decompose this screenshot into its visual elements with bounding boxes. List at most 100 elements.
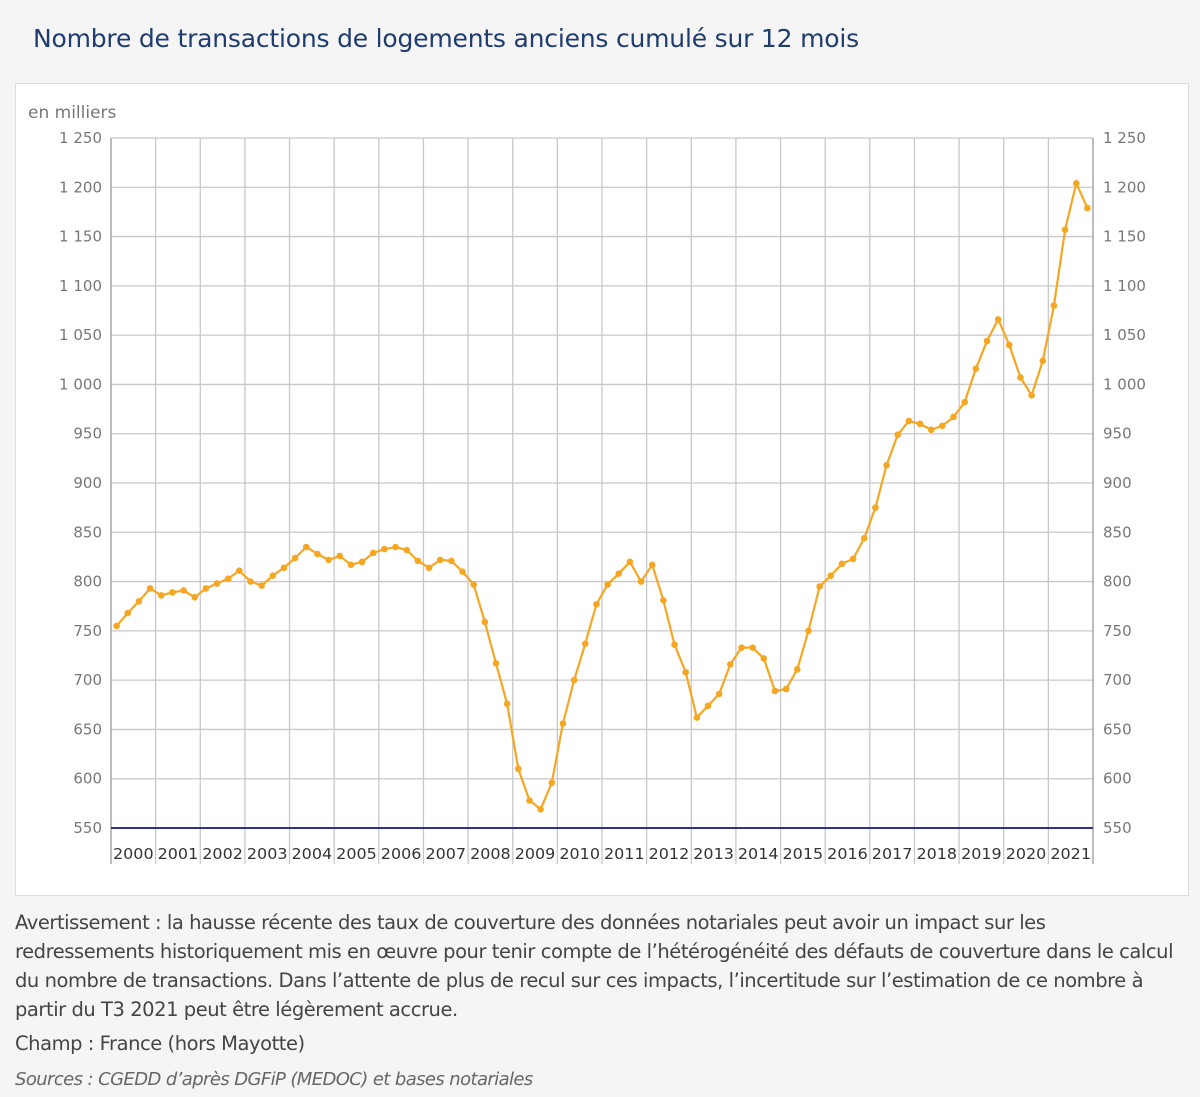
data-point[interactable] xyxy=(793,666,801,673)
data-point[interactable] xyxy=(715,690,723,698)
data-point[interactable] xyxy=(827,572,835,579)
data-point[interactable] xyxy=(236,567,243,575)
data-point[interactable] xyxy=(927,426,935,434)
y-tick-right: 750 xyxy=(1103,622,1132,640)
data-point[interactable] xyxy=(381,545,388,553)
data-point[interactable] xyxy=(169,589,176,596)
y-tick-left: 800 xyxy=(73,573,102,591)
data-point[interactable] xyxy=(771,687,779,695)
data-point[interactable] xyxy=(1084,204,1091,212)
x-tick-label: 2006 xyxy=(381,845,422,863)
data-point[interactable] xyxy=(436,556,444,564)
data-point[interactable] xyxy=(1061,226,1069,233)
data-point[interactable] xyxy=(247,578,254,585)
data-point[interactable] xyxy=(983,337,991,345)
data-point[interactable] xyxy=(660,597,667,604)
data-point[interactable] xyxy=(905,417,913,425)
data-point[interactable] xyxy=(157,592,165,599)
data-point[interactable] xyxy=(782,685,790,693)
data-point[interactable] xyxy=(849,555,857,563)
data-point[interactable] xyxy=(559,720,567,727)
data-point[interactable] xyxy=(403,546,411,554)
data-point[interactable] xyxy=(626,558,634,566)
data-point[interactable] xyxy=(369,549,377,557)
data-point[interactable] xyxy=(682,668,689,676)
data-point[interactable] xyxy=(939,422,946,430)
data-point[interactable] xyxy=(224,575,232,582)
data-point[interactable] xyxy=(448,557,455,565)
chart-container: en milliers 550 550 600 600 650 650 700 700 750 75… xyxy=(15,83,1189,896)
data-point[interactable] xyxy=(470,581,477,588)
data-point[interactable] xyxy=(838,560,846,568)
data-point[interactable] xyxy=(1072,180,1080,187)
sources-note: Sources : CGEDD d’après DGFiP (MEDOC) et… xyxy=(15,1069,533,1090)
data-point[interactable] xyxy=(302,543,310,551)
data-point[interactable] xyxy=(202,585,210,592)
data-point[interactable] xyxy=(191,594,198,601)
data-point[interactable] xyxy=(414,557,422,565)
data-point[interactable] xyxy=(637,578,645,585)
data-point[interactable] xyxy=(1050,302,1058,309)
data-point[interactable] xyxy=(872,504,879,511)
data-point[interactable] xyxy=(916,420,924,428)
data-point[interactable] xyxy=(570,676,578,684)
data-point[interactable] xyxy=(280,564,288,572)
data-point[interactable] xyxy=(648,561,656,569)
data-point[interactable] xyxy=(459,568,466,576)
data-point[interactable] xyxy=(894,431,902,439)
data-point[interactable] xyxy=(738,644,745,651)
data-point[interactable] xyxy=(860,534,868,542)
data-point[interactable] xyxy=(1006,341,1013,349)
data-point[interactable] xyxy=(994,316,1002,323)
data-point[interactable] xyxy=(425,564,433,572)
data-point[interactable] xyxy=(615,570,623,577)
data-point[interactable] xyxy=(113,622,120,630)
data-point[interactable] xyxy=(213,580,221,587)
data-point[interactable] xyxy=(972,365,980,372)
data-point[interactable] xyxy=(727,661,734,668)
data-point[interactable] xyxy=(693,714,701,721)
x-tick-label: 2004 xyxy=(292,845,333,863)
data-point[interactable] xyxy=(503,700,511,708)
data-point[interactable] xyxy=(515,765,522,773)
data-point[interactable] xyxy=(481,618,489,626)
data-point[interactable] xyxy=(492,660,500,667)
data-point[interactable] xyxy=(1039,357,1047,365)
data-point[interactable] xyxy=(961,398,968,406)
data-point[interactable] xyxy=(392,543,399,551)
data-point[interactable] xyxy=(325,556,332,564)
data-point[interactable] xyxy=(291,554,299,562)
x-tick-label: 2003 xyxy=(247,845,288,863)
data-point[interactable] xyxy=(336,552,344,560)
data-point[interactable] xyxy=(124,609,132,617)
data-point[interactable] xyxy=(135,597,143,605)
data-point[interactable] xyxy=(1017,374,1024,381)
data-point[interactable] xyxy=(1028,391,1035,399)
data-point[interactable] xyxy=(749,644,756,651)
series-line xyxy=(115,182,1089,811)
data-point[interactable] xyxy=(258,582,265,589)
data-point[interactable] xyxy=(180,587,187,594)
data-point[interactable] xyxy=(950,413,957,421)
data-point[interactable] xyxy=(548,779,556,786)
data-point[interactable] xyxy=(358,558,366,566)
data-point[interactable] xyxy=(269,572,277,579)
data-point[interactable] xyxy=(805,627,812,635)
data-point[interactable] xyxy=(526,797,533,804)
y-tick-left: 1 200 xyxy=(59,178,102,196)
y-tick-right: 1 150 xyxy=(1103,228,1146,246)
data-point[interactable] xyxy=(537,805,544,813)
data-point[interactable] xyxy=(883,461,890,469)
data-point[interactable] xyxy=(816,583,823,590)
data-point[interactable] xyxy=(671,641,678,648)
data-point[interactable] xyxy=(704,702,712,710)
data-point[interactable] xyxy=(314,550,321,558)
data-point[interactable] xyxy=(593,600,600,608)
y-tick-right: 1 100 xyxy=(1103,277,1146,295)
data-point[interactable] xyxy=(581,640,589,647)
data-point[interactable] xyxy=(604,581,611,588)
x-tick-label: 2014 xyxy=(738,845,779,863)
data-point[interactable] xyxy=(146,585,154,592)
data-point[interactable] xyxy=(347,561,355,569)
data-point[interactable] xyxy=(760,655,768,662)
